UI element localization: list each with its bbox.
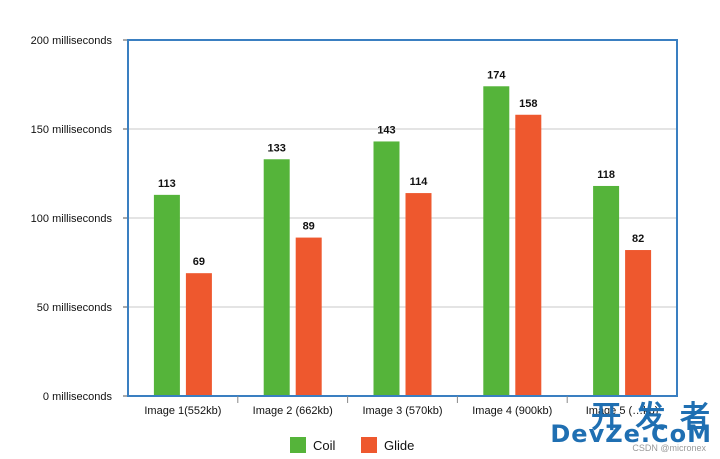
bar-coil — [153, 194, 180, 396]
bar-glide — [515, 114, 542, 396]
x-axis-ticks: Image 1(552kb) Image 2 (662kb) Image 3 (57… — [144, 396, 658, 417]
plot-frame — [127, 39, 678, 397]
x-tick-label: Image 5 (…kb) — [586, 405, 659, 417]
data-label-coil: 143 — [377, 124, 395, 136]
bar-glide — [405, 193, 432, 396]
bar-glide — [625, 250, 652, 396]
watermark-credit: CSDN @micronex — [632, 443, 706, 453]
bar-glide — [295, 237, 322, 396]
data-label-coil: 174 — [487, 69, 506, 81]
legend-swatch-glide — [361, 437, 377, 453]
watermark-site: DevZe.CoM — [550, 420, 712, 448]
data-label-glide: 89 — [303, 221, 315, 233]
data-label-coil: 113 — [158, 178, 176, 190]
bars — [153, 86, 652, 396]
data-label-glide: 158 — [519, 98, 537, 110]
bar-coil — [483, 86, 510, 396]
legend-label-glide: Glide — [384, 438, 414, 453]
gridlines — [128, 128, 677, 308]
y-tick-label: 50 milliseconds — [37, 302, 113, 314]
y-tick-label: 200 milliseconds — [31, 35, 113, 47]
y-tick-label: 0 milliseconds — [43, 391, 113, 403]
y-tick-label: 100 milliseconds — [31, 213, 113, 225]
legend-swatch-coil — [290, 437, 306, 453]
bar-coil — [263, 159, 290, 396]
legend-label-coil: Coil — [313, 438, 336, 453]
data-label-coil: 118 — [597, 169, 615, 181]
y-tick-label: 150 milliseconds — [31, 124, 113, 136]
x-tick-label: Image 4 (900kb) — [472, 405, 552, 417]
x-tick-label: Image 1(552kb) — [144, 405, 221, 417]
data-label-glide: 114 — [410, 176, 429, 188]
x-tick-label: Image 2 (662kb) — [253, 405, 333, 417]
y-axis-ticks: 0 milliseconds 50 milliseconds 100 millise… — [31, 35, 128, 403]
data-label-glide: 69 — [193, 256, 205, 268]
bar-glide — [185, 273, 212, 396]
data-label-glide: 82 — [632, 233, 644, 245]
data-labels: 113 69 133 89 143 114 174 158 118 82 — [158, 69, 644, 268]
watermark-chinese: 开 发 者 — [591, 400, 712, 435]
bar-coil — [593, 185, 620, 396]
data-label-coil: 133 — [268, 142, 286, 154]
legend: Coil Glide — [290, 437, 414, 453]
x-tick-label: Image 3 (570kb) — [362, 405, 442, 417]
bar-coil — [373, 141, 400, 396]
